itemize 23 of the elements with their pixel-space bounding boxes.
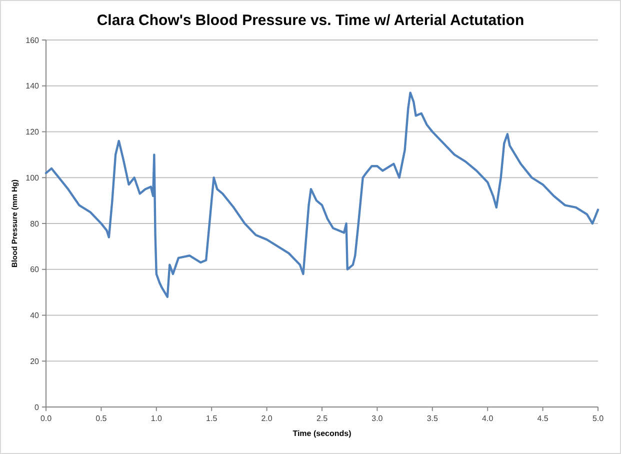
chart-title: Clara Chow's Blood Pressure vs. Time w/ Arterial Actutation bbox=[96, 12, 524, 29]
x-tick-label: 3.5 bbox=[426, 414, 439, 423]
x-tick-label: 3.0 bbox=[372, 414, 384, 423]
x-tick-label: 1.0 bbox=[150, 414, 163, 423]
y-tick-label: 20 bbox=[30, 356, 40, 366]
y-tick-label: 40 bbox=[30, 311, 40, 320]
x-tick-label: 5.0 bbox=[592, 414, 604, 423]
x-tick-label: 4.0 bbox=[482, 414, 494, 423]
y-tick-label: 0 bbox=[34, 402, 40, 412]
line-series bbox=[44, 92, 600, 298]
x-tick-label: 0.5 bbox=[96, 414, 108, 423]
x-tick-label: 2.0 bbox=[261, 414, 273, 423]
x-tick-label: 0.0 bbox=[40, 414, 52, 423]
y-tick-label: 140 bbox=[26, 82, 40, 91]
x-tick-label: 1.5 bbox=[206, 414, 218, 423]
x-axis-title: Time (seconds) bbox=[292, 429, 352, 438]
y-tick-label: 60 bbox=[30, 265, 40, 274]
x-tick-label: 4.5 bbox=[537, 414, 549, 423]
y-tick-label: 120 bbox=[26, 128, 40, 137]
y-tick-label: 80 bbox=[30, 219, 40, 228]
y-tick-label: 100 bbox=[26, 173, 40, 182]
y-tick-label: 160 bbox=[26, 36, 40, 45]
x-tick-label: 2.5 bbox=[316, 414, 328, 423]
